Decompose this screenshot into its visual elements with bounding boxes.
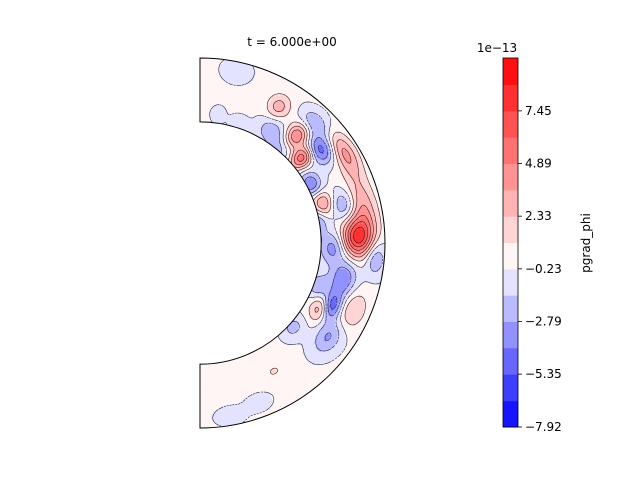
- chart-title: t = 6.000e+00: [247, 35, 336, 49]
- plot-area: [199, 57, 386, 429]
- field-cells: [200, 58, 385, 428]
